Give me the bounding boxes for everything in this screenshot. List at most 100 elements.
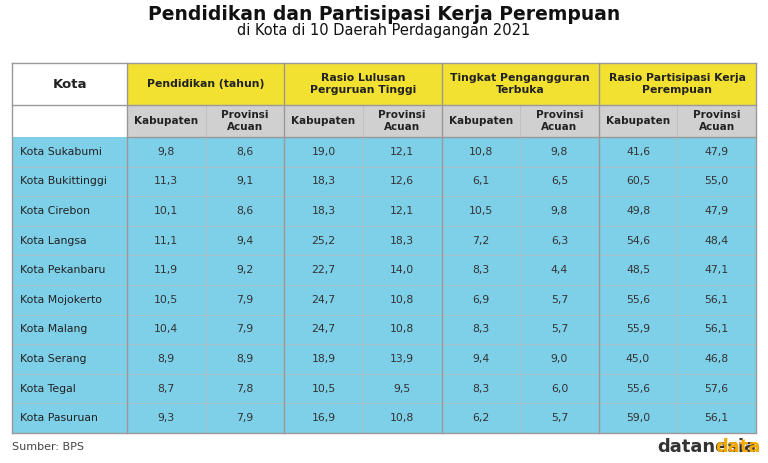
Text: 47,9: 47,9 xyxy=(704,147,729,157)
Bar xyxy=(12,344,756,374)
Text: 24,7: 24,7 xyxy=(312,295,336,305)
Text: 8,3: 8,3 xyxy=(472,325,489,334)
Text: Kabupaten: Kabupaten xyxy=(134,116,198,126)
Text: 8,9: 8,9 xyxy=(157,354,175,364)
Text: 55,6: 55,6 xyxy=(626,384,650,394)
Text: 16,9: 16,9 xyxy=(312,413,336,423)
Text: Kota Pekanbaru: Kota Pekanbaru xyxy=(20,265,105,275)
Text: 55,0: 55,0 xyxy=(704,176,729,187)
Text: 14,0: 14,0 xyxy=(390,265,414,275)
Text: 10,8: 10,8 xyxy=(390,295,414,305)
Text: 7,9: 7,9 xyxy=(237,295,253,305)
Text: Kota Bukittinggi: Kota Bukittinggi xyxy=(20,176,107,187)
Text: 9,8: 9,8 xyxy=(157,147,175,157)
Bar xyxy=(12,137,756,167)
Text: 18,9: 18,9 xyxy=(312,354,336,364)
Bar xyxy=(12,167,756,196)
Text: 5,7: 5,7 xyxy=(551,295,568,305)
Text: Rasio Lulusan
Perguruan Tinggi: Rasio Lulusan Perguruan Tinggi xyxy=(310,73,416,95)
Text: 5,7: 5,7 xyxy=(551,413,568,423)
Text: Provinsi
Acuan: Provinsi Acuan xyxy=(221,110,269,132)
Text: 6,5: 6,5 xyxy=(551,176,568,187)
Text: 10,5: 10,5 xyxy=(312,384,336,394)
Text: 18,3: 18,3 xyxy=(312,176,336,187)
Text: 55,6: 55,6 xyxy=(626,295,650,305)
Text: 9,0: 9,0 xyxy=(551,354,568,364)
Text: Kota Serang: Kota Serang xyxy=(20,354,87,364)
Text: 8,7: 8,7 xyxy=(157,384,175,394)
Text: 10,8: 10,8 xyxy=(390,325,414,334)
Text: 48,5: 48,5 xyxy=(626,265,650,275)
Text: Kota Tegal: Kota Tegal xyxy=(20,384,76,394)
Text: 48,4: 48,4 xyxy=(704,236,729,245)
Text: 6,3: 6,3 xyxy=(551,236,568,245)
Bar xyxy=(12,403,756,433)
Text: 10,1: 10,1 xyxy=(154,206,178,216)
Text: 9,4: 9,4 xyxy=(237,236,253,245)
Bar xyxy=(127,63,756,105)
Text: 10,8: 10,8 xyxy=(390,413,414,423)
Text: 8,3: 8,3 xyxy=(472,265,489,275)
Text: Tingkat Pengangguran
Terbuka: Tingkat Pengangguran Terbuka xyxy=(450,73,590,95)
Text: 6,9: 6,9 xyxy=(472,295,489,305)
Text: 8,6: 8,6 xyxy=(237,206,253,216)
Text: Kota: Kota xyxy=(52,77,87,90)
Text: 7,8: 7,8 xyxy=(237,384,253,394)
Text: 24,7: 24,7 xyxy=(312,325,336,334)
Text: Provinsi
Acuan: Provinsi Acuan xyxy=(536,110,583,132)
Text: Pendidikan dan Partisipasi Kerja Perempuan: Pendidikan dan Partisipasi Kerja Perempu… xyxy=(148,5,620,24)
Bar xyxy=(12,374,756,403)
Text: 12,1: 12,1 xyxy=(390,206,414,216)
Bar xyxy=(12,63,127,433)
Text: datanesia: datanesia xyxy=(657,438,756,456)
Text: Kota Mojokerto: Kota Mojokerto xyxy=(20,295,102,305)
Text: 45,0: 45,0 xyxy=(626,354,650,364)
Text: 60,5: 60,5 xyxy=(626,176,650,187)
Text: 46,8: 46,8 xyxy=(704,354,729,364)
Bar xyxy=(12,226,756,256)
Text: Kota Sukabumi: Kota Sukabumi xyxy=(20,147,102,157)
Text: 10,5: 10,5 xyxy=(154,295,178,305)
Text: 54,6: 54,6 xyxy=(626,236,650,245)
Text: 9,8: 9,8 xyxy=(551,206,568,216)
Text: 49,8: 49,8 xyxy=(626,206,650,216)
Text: 6,2: 6,2 xyxy=(472,413,489,423)
Text: 56,1: 56,1 xyxy=(704,413,729,423)
Text: 9,1: 9,1 xyxy=(237,176,253,187)
Text: 55,9: 55,9 xyxy=(626,325,650,334)
Text: Sumber: BPS: Sumber: BPS xyxy=(12,442,84,452)
Text: 25,2: 25,2 xyxy=(312,236,336,245)
Text: 56,1: 56,1 xyxy=(704,295,729,305)
Text: 13,9: 13,9 xyxy=(390,354,414,364)
Text: Pendidikan (tahun): Pendidikan (tahun) xyxy=(147,79,264,89)
Text: 59,0: 59,0 xyxy=(626,413,650,423)
Text: 12,1: 12,1 xyxy=(390,147,414,157)
Text: 9,8: 9,8 xyxy=(551,147,568,157)
Text: 8,9: 8,9 xyxy=(237,354,253,364)
Text: Kota Cirebon: Kota Cirebon xyxy=(20,206,90,216)
Text: Provinsi
Acuan: Provinsi Acuan xyxy=(379,110,426,132)
Text: 47,9: 47,9 xyxy=(704,206,729,216)
Text: 6,1: 6,1 xyxy=(472,176,489,187)
Bar xyxy=(127,105,756,137)
Bar xyxy=(12,314,756,344)
Text: 12,6: 12,6 xyxy=(390,176,414,187)
Text: 18,3: 18,3 xyxy=(390,236,414,245)
Text: 8,6: 8,6 xyxy=(237,147,253,157)
Text: 6,0: 6,0 xyxy=(551,384,568,394)
Text: Provinsi
Acuan: Provinsi Acuan xyxy=(693,110,740,132)
Text: 9,3: 9,3 xyxy=(157,413,175,423)
Text: Kota Langsa: Kota Langsa xyxy=(20,236,87,245)
Text: di Kota di 10 Daerah Perdagangan 2021: di Kota di 10 Daerah Perdagangan 2021 xyxy=(237,23,531,38)
Text: Kota Malang: Kota Malang xyxy=(20,325,88,334)
Text: Kota Pasuruan: Kota Pasuruan xyxy=(20,413,98,423)
Bar xyxy=(12,256,756,285)
Text: 22,7: 22,7 xyxy=(312,265,336,275)
Text: 10,5: 10,5 xyxy=(468,206,493,216)
Text: 18,3: 18,3 xyxy=(312,206,336,216)
Text: 5,7: 5,7 xyxy=(551,325,568,334)
Text: 57,6: 57,6 xyxy=(704,384,729,394)
Text: 7,2: 7,2 xyxy=(472,236,489,245)
Text: 4,4: 4,4 xyxy=(551,265,568,275)
Text: Kabupaten: Kabupaten xyxy=(292,116,356,126)
